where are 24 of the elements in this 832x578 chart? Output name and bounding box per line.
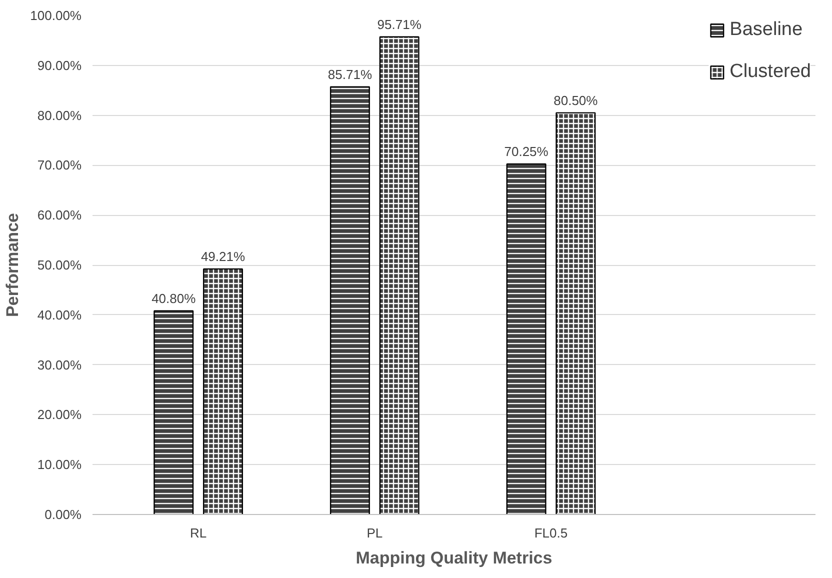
y-tick-label: 70.00% [37,158,82,173]
data-label: 80.50% [554,92,598,108]
y-tick-label: 100.00% [30,8,82,23]
x-tick-label: FL0.5 [534,526,568,540]
y-tick-label: 0.00% [44,507,82,522]
data-label: 40.80% [152,290,196,306]
y-tick-label: 90.00% [37,58,82,73]
x-tick-label: PL [366,526,383,540]
x-axis-title: Mapping Quality Metrics [356,548,552,568]
data-label: 85.71% [328,66,372,82]
y-axis-title: Performance [3,213,22,317]
legend-label: Baseline [730,19,803,41]
y-tick-label: 30.00% [37,357,82,372]
y-tick-label: 10.00% [37,457,82,472]
data-label: 49.21% [200,248,246,264]
y-tick-label: 50.00% [37,258,82,272]
x-tick-label: RL [190,526,207,540]
y-tick-label: 60.00% [37,208,82,223]
y-tick-label: 20.00% [37,407,82,422]
legend-label: Clustered [730,61,811,83]
y-tick-label: 80.00% [37,108,82,123]
data-label: 95.71% [377,16,422,32]
data-label: 70.25% [504,144,549,159]
y-tick-label: 40.00% [37,307,82,322]
